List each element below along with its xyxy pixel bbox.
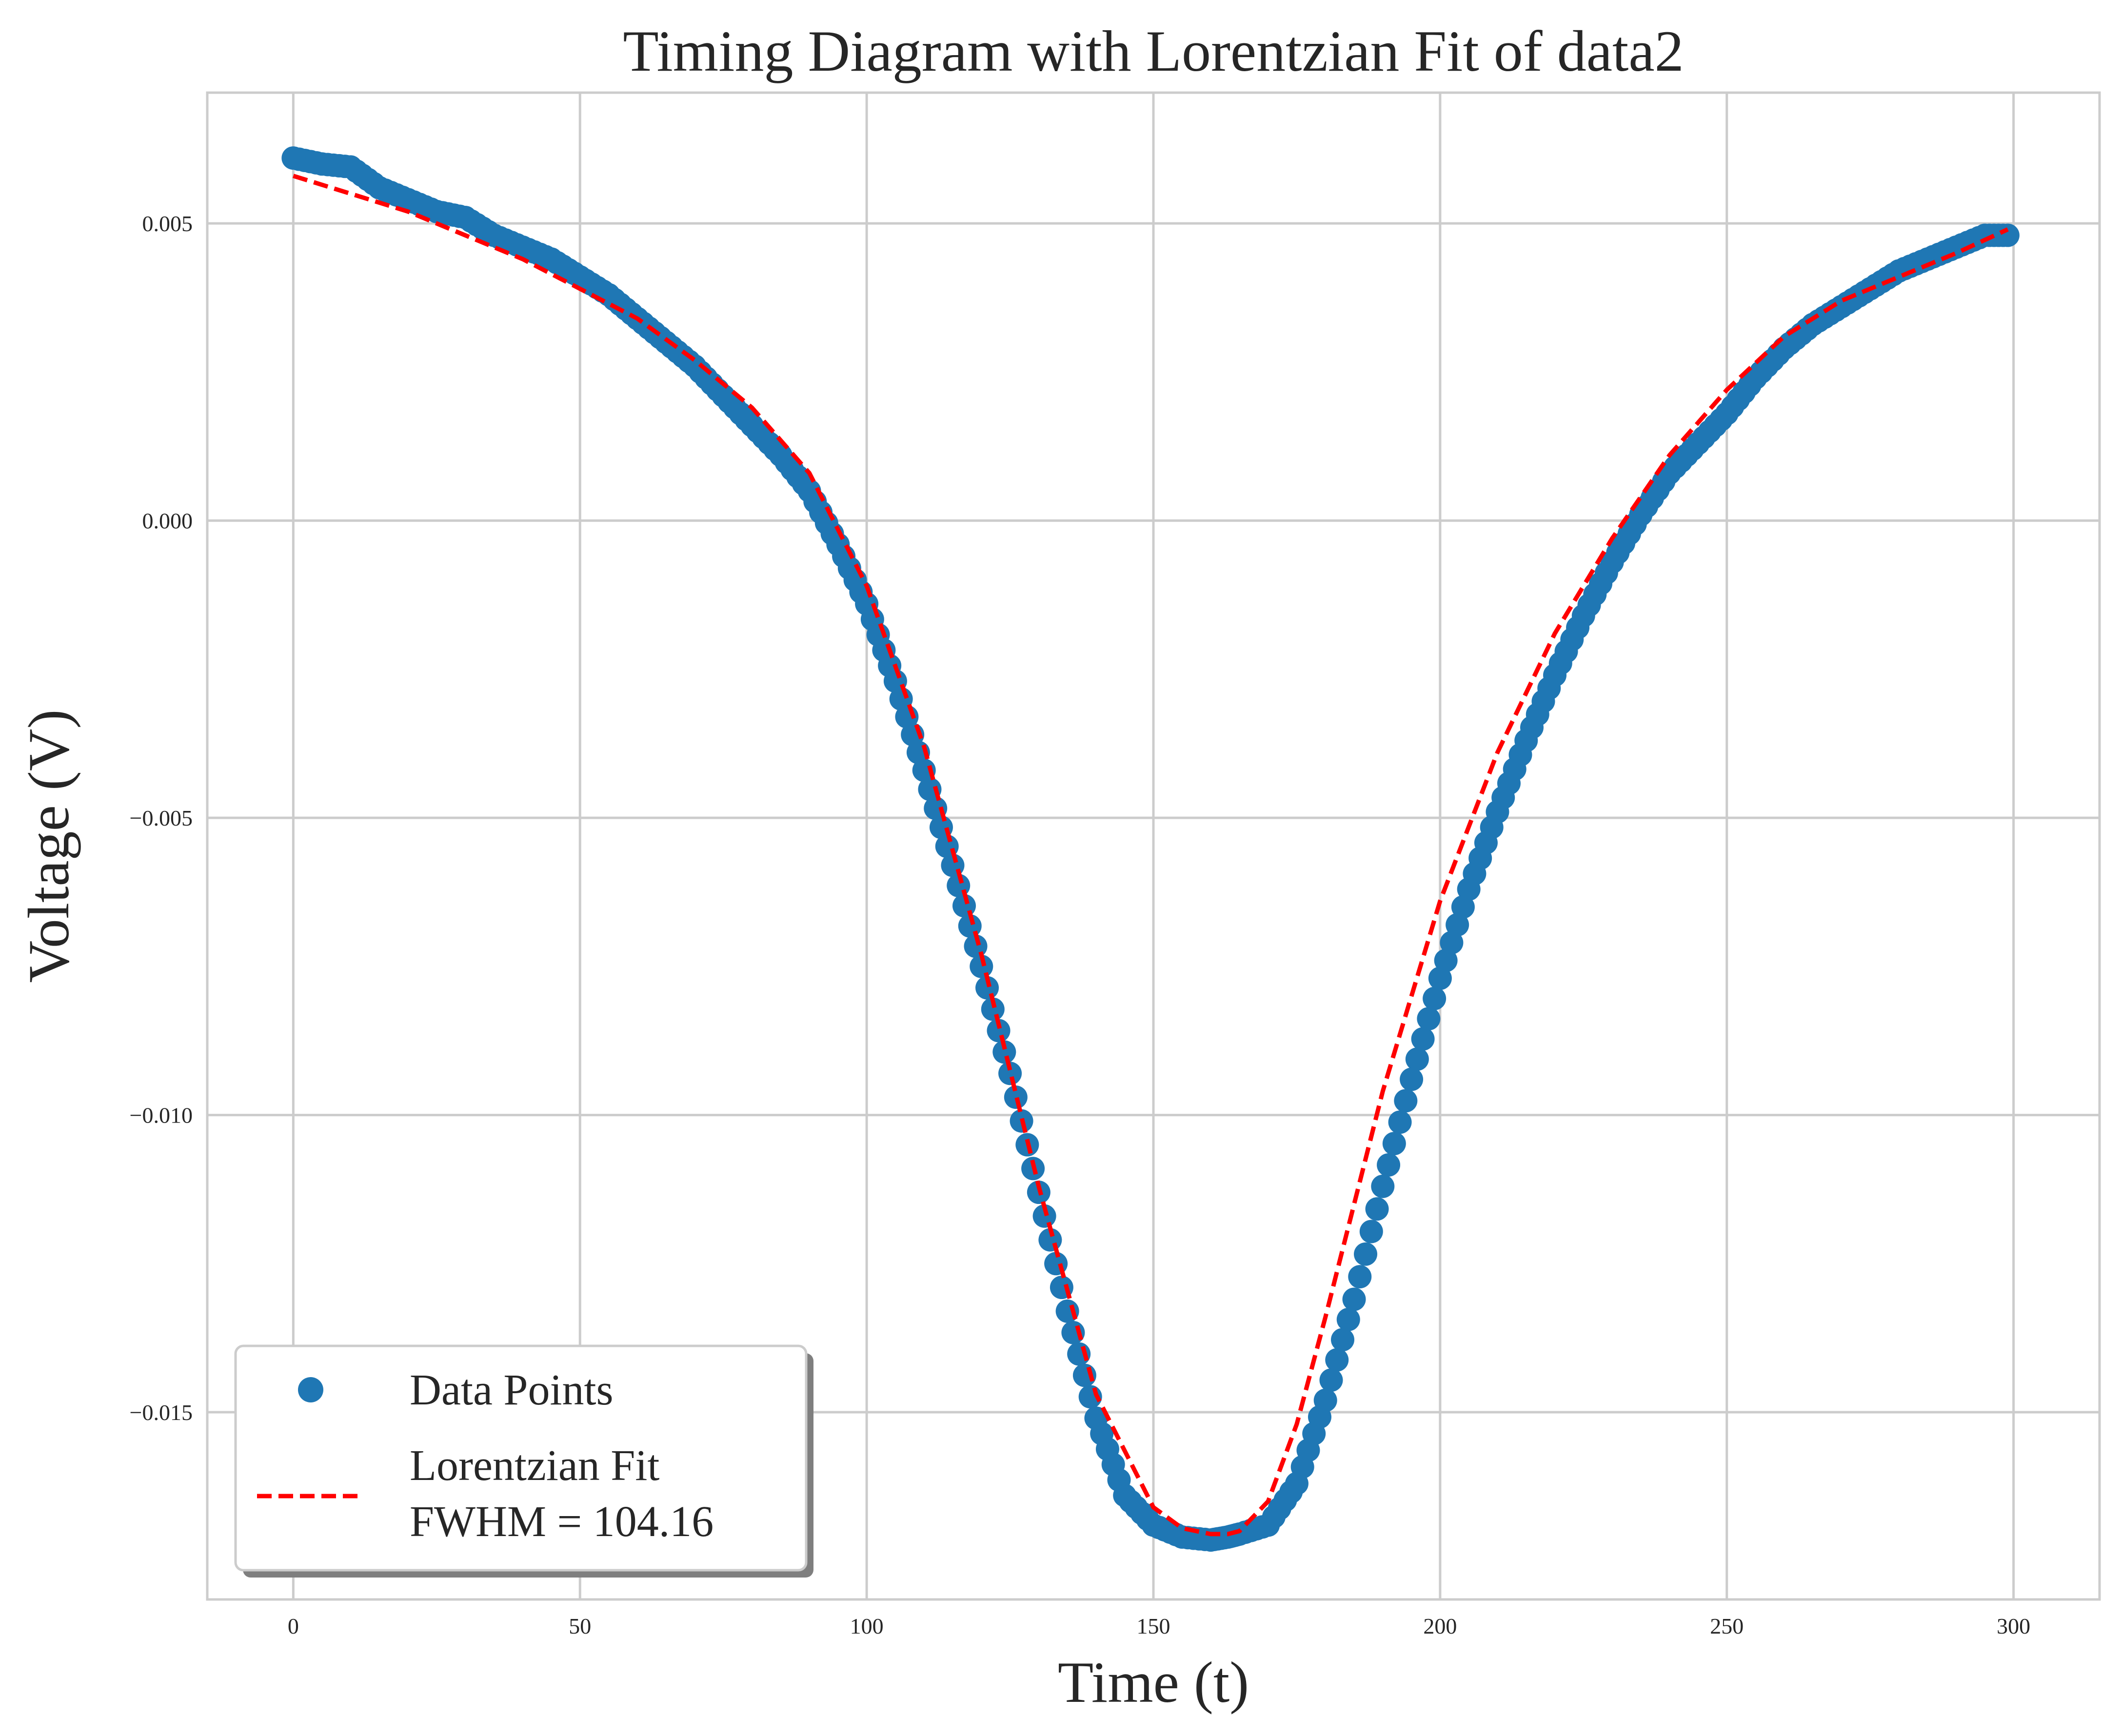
- data-point: [1996, 223, 2020, 247]
- data-point: [981, 997, 1005, 1021]
- data-point: [1417, 1007, 1441, 1031]
- data-point: [1405, 1047, 1429, 1071]
- data-point: [1382, 1132, 1406, 1156]
- data-point: [1342, 1287, 1366, 1311]
- data-point: [1377, 1153, 1401, 1177]
- data-point: [1359, 1220, 1383, 1243]
- data-point: [1365, 1197, 1389, 1221]
- data-point: [1400, 1067, 1424, 1091]
- x-tick-label: 100: [850, 1614, 884, 1638]
- legend-box: [234, 1344, 808, 1572]
- x-tick-label: 200: [1423, 1614, 1457, 1638]
- data-point: [1371, 1174, 1395, 1198]
- data-point: [1434, 948, 1458, 972]
- data-point: [987, 1019, 1011, 1043]
- data-point: [1428, 967, 1452, 990]
- y-axis-label: Voltage (V): [16, 710, 81, 983]
- data-point: [1348, 1265, 1372, 1289]
- y-tick-label: −0.010: [130, 1103, 193, 1128]
- data-point: [1423, 986, 1447, 1010]
- data-point: [1319, 1368, 1343, 1392]
- data-point: [1446, 913, 1469, 937]
- data-point: [912, 758, 936, 782]
- tick-labels: 0 50 100 150 200 250 300 0.005 0.000 −0.005 −0.010…: [130, 211, 2031, 1638]
- data-point: [1451, 895, 1475, 919]
- series-layer: [281, 146, 2020, 1552]
- x-tick-label: 250: [1710, 1614, 1744, 1638]
- data-point: [1061, 1321, 1085, 1344]
- data-point: [1394, 1089, 1418, 1113]
- legend-label-fwhm: FWHM = 104.16: [410, 1498, 714, 1546]
- x-axis-label: Time (t): [1058, 1650, 1249, 1715]
- data-point: [1411, 1027, 1435, 1051]
- x-tick-label: 150: [1137, 1614, 1170, 1638]
- y-tick-label: 0.000: [142, 509, 193, 533]
- data-point: [998, 1062, 1022, 1085]
- data-point: [1336, 1307, 1360, 1331]
- data-point: [1004, 1085, 1028, 1109]
- data-point: [1325, 1348, 1349, 1372]
- data-point: [1388, 1110, 1412, 1134]
- data-point: [1331, 1328, 1354, 1352]
- y-tick-label: −0.015: [130, 1400, 193, 1425]
- legend-marker-data-points: [298, 1377, 323, 1402]
- y-tick-label: −0.005: [130, 806, 193, 830]
- data-point: [1055, 1299, 1079, 1323]
- data-point: [1440, 931, 1464, 955]
- chart-title: Timing Diagram with Lorentzian Fit of da…: [623, 19, 1684, 83]
- y-tick-label: 0.005: [142, 211, 193, 236]
- grid-lines: [207, 93, 2100, 1599]
- data-point: [1313, 1388, 1337, 1412]
- legend: Data Points Lorentzian Fit FWHM = 104.16: [234, 1344, 813, 1578]
- data-point: [992, 1040, 1016, 1064]
- plot-frame: [206, 91, 2101, 1601]
- x-tick-label: 0: [288, 1614, 299, 1638]
- legend-label-lorentzian-fit: Lorentzian Fit: [410, 1441, 659, 1490]
- series-data-points: [281, 146, 2020, 1552]
- x-tick-label: 50: [569, 1614, 591, 1638]
- data-point: [1354, 1242, 1378, 1266]
- legend-label-data-points: Data Points: [410, 1366, 613, 1414]
- x-tick-label: 300: [1997, 1614, 2030, 1638]
- series-lorentzian-fit-line: [293, 174, 2009, 1537]
